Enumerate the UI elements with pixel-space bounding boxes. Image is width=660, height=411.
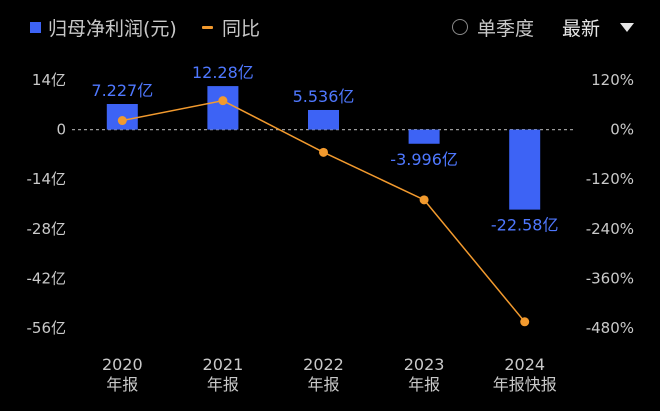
bar-data-label: 5.536亿 <box>293 87 355 106</box>
yoy-point <box>419 195 429 205</box>
x-tick-report-type: 年报 <box>408 375 440 394</box>
bar-data-label: -3.996亿 <box>390 150 458 169</box>
bar-swatch-icon <box>30 21 41 33</box>
sort-label: 最新 <box>562 17 601 40</box>
x-tick-year: 2023 <box>404 355 445 374</box>
y-left-tick-label: -56亿 <box>27 319 67 337</box>
legend-label-net-profit: 归母净利润(元) <box>48 17 177 40</box>
x-tick-year: 2020 <box>102 355 143 374</box>
bar <box>509 129 541 210</box>
sort-dropdown[interactable]: 最新 <box>562 14 635 40</box>
x-tick-report-type: 年报 <box>307 375 339 394</box>
y-right-tick-label: 0% <box>610 121 634 139</box>
y-left-tick-label: 14亿 <box>32 71 66 89</box>
x-tick-year: 2022 <box>303 355 344 374</box>
y-right-tick-label: 120% <box>591 71 634 89</box>
bar <box>408 129 440 144</box>
x-tick-report-type: 年报快报 <box>493 375 557 394</box>
legend-item-net-profit[interactable]: 归母净利润(元) <box>30 14 177 40</box>
x-tick-report-type: 年报 <box>207 375 239 394</box>
yoy-point <box>218 96 228 106</box>
yoy-point <box>319 147 328 157</box>
x-tick-year: 2021 <box>203 355 244 374</box>
legend-label-yoy: 同比 <box>222 17 261 40</box>
bar-data-label: -22.58亿 <box>491 216 559 235</box>
yoy-point <box>520 317 530 327</box>
x-tick-year: 2024 <box>504 355 545 374</box>
line-swatch-icon <box>202 25 213 29</box>
chart-header: 归母净利润(元) 同比 单季度 最新 <box>0 0 660 52</box>
yoy-point <box>117 116 127 126</box>
caret-down-icon <box>620 22 635 32</box>
y-left-tick-label: -14亿 <box>27 170 67 188</box>
y-left-tick-label: 0 <box>56 121 66 139</box>
quarter-toggle-label: 单季度 <box>477 17 535 40</box>
y-right-tick-label: -360% <box>586 269 634 287</box>
y-left-tick-label: -28亿 <box>27 220 67 238</box>
x-tick-report-type: 年报 <box>106 375 138 394</box>
bar-data-label: 7.227亿 <box>91 81 153 100</box>
quarter-toggle[interactable]: 单季度 <box>452 14 534 40</box>
bar-data-label: 12.28亿 <box>192 63 254 82</box>
bar <box>207 86 239 130</box>
y-right-tick-label: -120% <box>586 170 634 188</box>
yoy-line <box>122 99 526 323</box>
y-right-tick-label: -240% <box>586 220 634 238</box>
y-right-tick-label: -480% <box>586 319 634 337</box>
radio-icon <box>452 19 468 35</box>
bar <box>308 109 339 130</box>
y-left-tick-label: -42亿 <box>27 269 67 287</box>
legend-item-yoy[interactable]: 同比 <box>202 14 260 40</box>
